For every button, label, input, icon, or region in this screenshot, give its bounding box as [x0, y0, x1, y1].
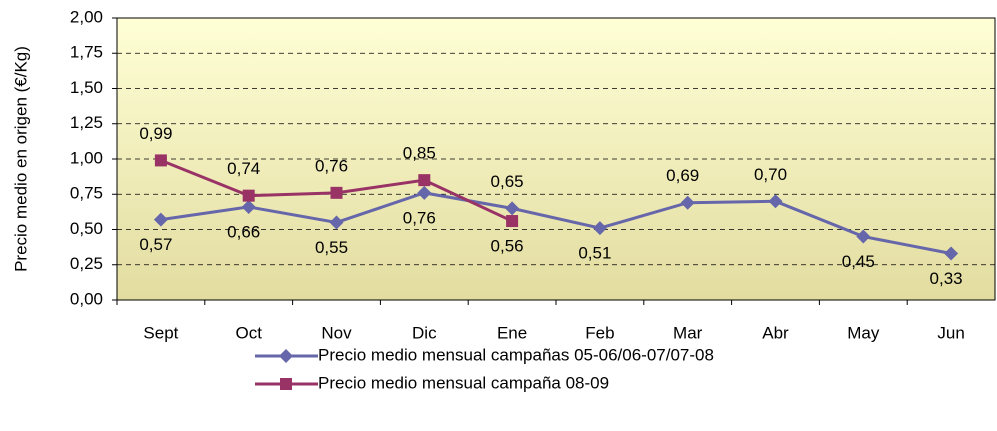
- marker: [680, 195, 695, 210]
- x-tick-label: Abr: [762, 323, 789, 342]
- marker: [154, 154, 167, 167]
- marker: [153, 212, 168, 227]
- data-label: 0,76: [315, 156, 348, 175]
- y-tick-label: 0,00: [70, 289, 103, 308]
- x-tick-label: Sept: [143, 323, 178, 342]
- marker: [329, 215, 344, 230]
- marker: [944, 246, 959, 261]
- data-label: 0,70: [754, 165, 787, 184]
- x-tick-label: Oct: [235, 323, 262, 342]
- y-tick-label: 0,75: [70, 184, 103, 203]
- y-tick-label: 2,00: [70, 7, 103, 26]
- x-tick-label: Nov: [321, 323, 352, 342]
- data-label: 0,56: [491, 237, 524, 256]
- data-label: 0,57: [139, 235, 172, 254]
- marker: [592, 221, 607, 236]
- marker: [241, 199, 256, 214]
- legend-label: Precio medio mensual campañas 05-06/06-0…: [318, 345, 714, 364]
- marker: [279, 349, 293, 363]
- marker: [417, 185, 432, 200]
- x-tick-label: Dic: [412, 323, 437, 342]
- marker: [505, 201, 520, 216]
- marker: [506, 215, 519, 228]
- data-label: 0,99: [139, 124, 172, 143]
- marker: [280, 378, 292, 390]
- y-tick-label: 1,00: [70, 148, 103, 167]
- data-label: 0,74: [227, 159, 260, 178]
- x-tick-label: Feb: [585, 323, 614, 342]
- data-label: 0,45: [842, 252, 875, 271]
- x-tick-label: May: [847, 323, 880, 342]
- data-label: 0,85: [403, 144, 436, 163]
- data-label: 0,76: [403, 208, 436, 227]
- data-label: 0,51: [578, 244, 611, 263]
- x-tick-label: Mar: [673, 323, 703, 342]
- data-label: 0,65: [491, 172, 524, 191]
- x-tick-label: Ene: [497, 323, 527, 342]
- y-tick-label: 1,75: [70, 43, 103, 62]
- series-line: [160, 191, 952, 255]
- marker: [856, 229, 871, 244]
- legend-label: Precio medio mensual campaña 08-09: [318, 373, 609, 392]
- marker: [768, 194, 783, 209]
- y-axis-label: Precio medio en origen (€/Kg): [11, 46, 30, 272]
- data-label: 0,69: [666, 166, 699, 185]
- marker: [418, 174, 431, 187]
- y-tick-label: 1,25: [70, 113, 103, 132]
- y-tick-label: 1,50: [70, 78, 103, 97]
- data-label: 0,55: [315, 238, 348, 257]
- data-label: 0,33: [930, 269, 963, 288]
- data-label: 0,66: [227, 222, 260, 241]
- x-tick-label: Jun: [937, 323, 964, 342]
- y-tick-label: 0,50: [70, 219, 103, 238]
- marker: [242, 189, 255, 202]
- marker: [330, 186, 343, 199]
- y-tick-label: 0,25: [70, 254, 103, 273]
